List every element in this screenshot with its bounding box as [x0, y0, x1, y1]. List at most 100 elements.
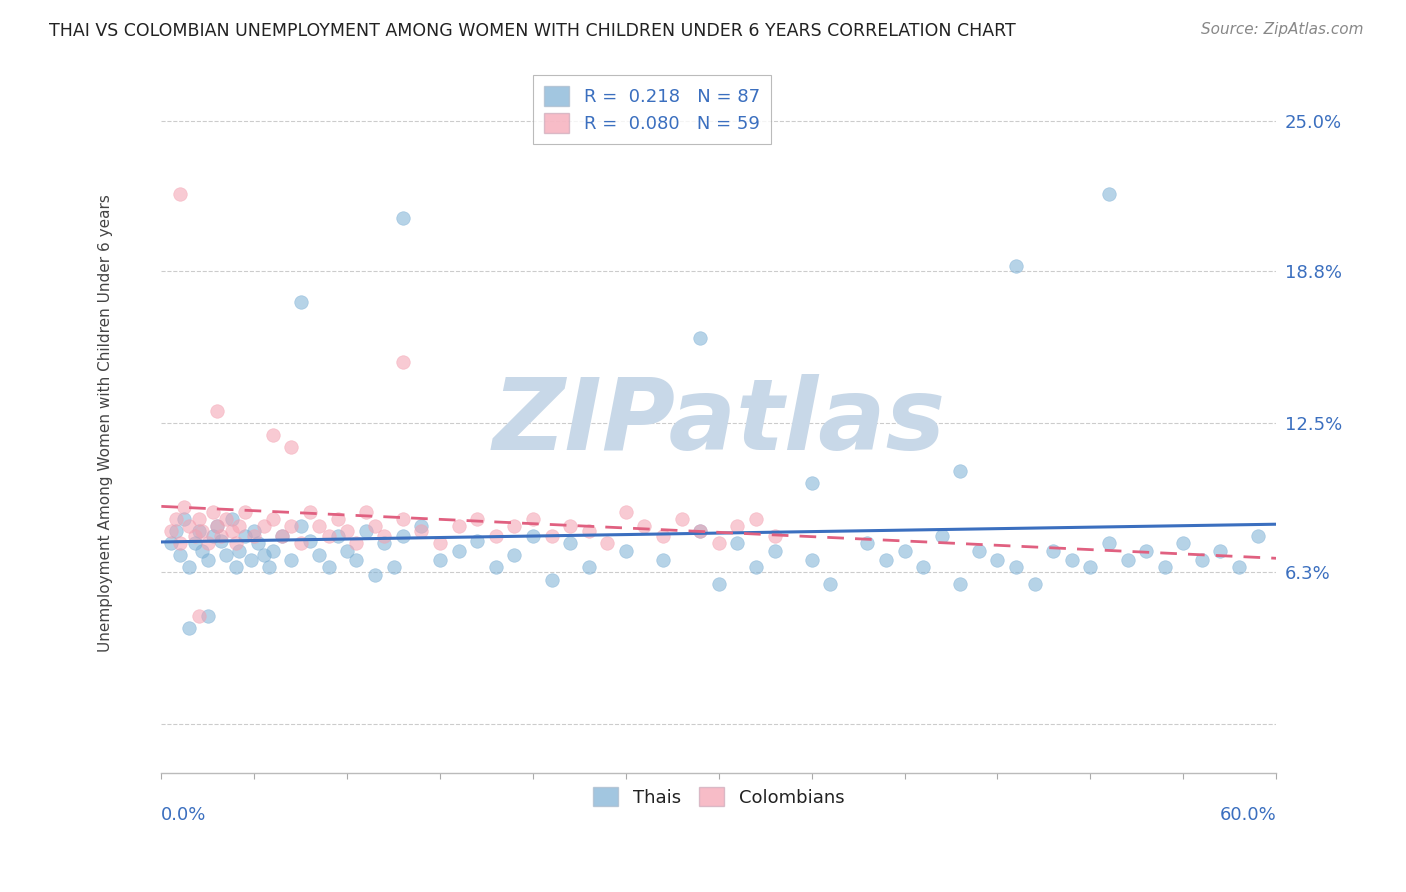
Point — [318, 529, 340, 543]
Point — [1042, 543, 1064, 558]
Point — [986, 553, 1008, 567]
Point — [875, 553, 897, 567]
Point — [725, 536, 748, 550]
Point — [745, 560, 768, 574]
Point — [931, 529, 953, 543]
Point — [225, 536, 247, 550]
Point — [1024, 577, 1046, 591]
Point — [447, 543, 470, 558]
Point — [202, 505, 225, 519]
Point — [485, 560, 508, 574]
Point — [290, 536, 312, 550]
Point — [262, 512, 284, 526]
Point — [614, 543, 637, 558]
Point — [763, 529, 786, 543]
Point — [411, 524, 433, 539]
Point — [290, 519, 312, 533]
Point — [1005, 259, 1028, 273]
Point — [1098, 536, 1121, 550]
Point — [252, 519, 274, 533]
Point — [1227, 560, 1250, 574]
Point — [346, 553, 368, 567]
Point — [346, 536, 368, 550]
Point — [392, 529, 415, 543]
Point — [252, 549, 274, 563]
Point — [159, 536, 181, 550]
Point — [392, 355, 415, 369]
Point — [1246, 529, 1268, 543]
Point — [373, 529, 395, 543]
Point — [233, 505, 256, 519]
Point — [184, 529, 207, 543]
Point — [197, 536, 219, 550]
Text: 0.0%: 0.0% — [162, 806, 207, 824]
Point — [763, 543, 786, 558]
Point — [205, 403, 228, 417]
Point — [596, 536, 619, 550]
Point — [503, 549, 526, 563]
Point — [465, 512, 488, 526]
Point — [1153, 560, 1175, 574]
Point — [465, 533, 488, 548]
Point — [205, 519, 228, 533]
Text: ZIPatlas: ZIPatlas — [492, 375, 945, 471]
Point — [197, 608, 219, 623]
Point — [228, 519, 250, 533]
Point — [280, 519, 302, 533]
Point — [262, 543, 284, 558]
Point — [165, 512, 187, 526]
Point — [652, 553, 675, 567]
Point — [221, 512, 243, 526]
Point — [522, 512, 544, 526]
Point — [308, 519, 330, 533]
Point — [429, 553, 451, 567]
Point — [707, 536, 730, 550]
Point — [246, 536, 269, 550]
Point — [271, 529, 294, 543]
Point — [558, 536, 581, 550]
Text: Unemployment Among Women with Children Under 6 years: Unemployment Among Women with Children U… — [98, 194, 112, 652]
Point — [485, 529, 508, 543]
Point — [298, 533, 321, 548]
Point — [225, 560, 247, 574]
Point — [689, 524, 711, 539]
Point — [949, 464, 972, 478]
Point — [290, 295, 312, 310]
Point — [652, 529, 675, 543]
Point — [745, 512, 768, 526]
Point — [173, 500, 195, 515]
Point — [967, 543, 990, 558]
Point — [215, 512, 238, 526]
Point — [1080, 560, 1102, 574]
Point — [912, 560, 935, 574]
Point — [949, 577, 972, 591]
Point — [187, 524, 209, 539]
Point — [257, 560, 280, 574]
Point — [671, 512, 693, 526]
Point — [326, 529, 349, 543]
Point — [197, 553, 219, 567]
Text: THAI VS COLOMBIAN UNEMPLOYMENT AMONG WOMEN WITH CHILDREN UNDER 6 YEARS CORRELATI: THAI VS COLOMBIAN UNEMPLOYMENT AMONG WOM… — [49, 22, 1017, 40]
Point — [540, 573, 562, 587]
Point — [1116, 553, 1139, 567]
Point — [364, 519, 387, 533]
Point — [392, 512, 415, 526]
Point — [191, 543, 214, 558]
Legend: Thais, Colombians: Thais, Colombians — [586, 780, 852, 814]
Point — [228, 543, 250, 558]
Point — [578, 524, 600, 539]
Point — [373, 536, 395, 550]
Point — [308, 549, 330, 563]
Point — [243, 524, 266, 539]
Point — [540, 529, 562, 543]
Point — [614, 505, 637, 519]
Point — [187, 512, 209, 526]
Point — [318, 560, 340, 574]
Point — [179, 560, 201, 574]
Text: Source: ZipAtlas.com: Source: ZipAtlas.com — [1201, 22, 1364, 37]
Point — [689, 524, 711, 539]
Point — [233, 529, 256, 543]
Point — [725, 519, 748, 533]
Point — [392, 211, 415, 225]
Point — [578, 560, 600, 574]
